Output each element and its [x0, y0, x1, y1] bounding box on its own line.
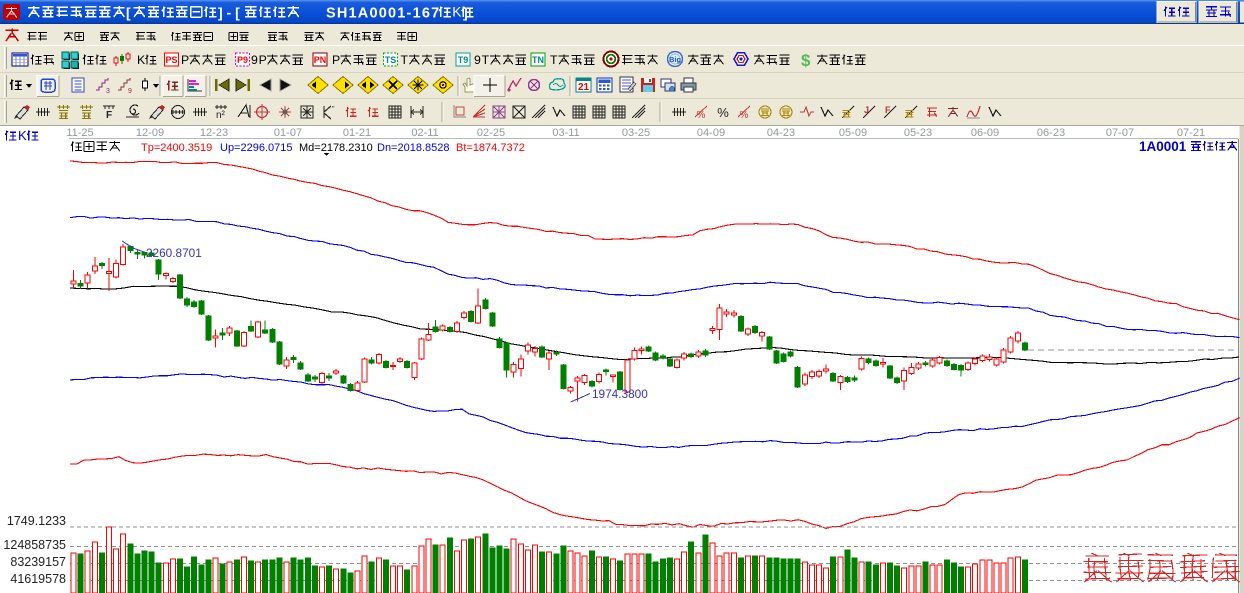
svg-text:03-11: 03-11	[552, 127, 579, 139]
svg-text:P9: P9	[237, 55, 248, 65]
svg-text:T: T	[401, 53, 409, 67]
svg-text:3: 3	[106, 88, 110, 95]
svg-text:$: $	[801, 51, 811, 70]
svg-text:%: %	[740, 110, 749, 121]
svg-text:T: T	[550, 53, 558, 67]
svg-text:P: P	[332, 53, 340, 67]
svg-text:Md=2178.2310: Md=2178.2310	[299, 142, 373, 154]
svg-text:F: F	[885, 105, 891, 115]
svg-text:K: K	[452, 5, 461, 20]
svg-text:PN: PN	[314, 55, 327, 65]
svg-text:41619578: 41619578	[10, 572, 66, 586]
svg-text:P: P	[181, 53, 189, 67]
svg-text:05-09: 05-09	[839, 127, 867, 139]
svg-text:04-09: 04-09	[697, 127, 725, 139]
svg-text:21: 21	[578, 82, 590, 93]
svg-text:02-11: 02-11	[411, 127, 438, 139]
svg-text:T9: T9	[458, 55, 469, 65]
svg-text:TS: TS	[385, 55, 397, 65]
svg-text:07-21: 07-21	[1177, 127, 1205, 139]
svg-text:01-07: 01-07	[274, 127, 302, 139]
svg-text:1749.1233: 1749.1233	[7, 514, 66, 528]
svg-text:Bt=1874.7372: Bt=1874.7372	[456, 142, 525, 154]
svg-text:Up=2296.0715: Up=2296.0715	[220, 142, 292, 154]
svg-text:12-23: 12-23	[200, 127, 228, 139]
svg-text:K: K	[137, 53, 146, 67]
svg-text:Tp=2400.3519: Tp=2400.3519	[141, 142, 212, 154]
svg-text:TN: TN	[532, 55, 544, 65]
svg-text:Dn=2018.8528: Dn=2018.8528	[377, 142, 449, 154]
svg-text:06-23: 06-23	[1037, 127, 1065, 139]
svg-text:] - [: ] - [	[218, 5, 240, 21]
svg-text:06-09: 06-09	[971, 127, 999, 139]
svg-text:2260.8701: 2260.8701	[146, 246, 202, 260]
svg-text:11-25: 11-25	[66, 127, 93, 139]
svg-text:07-07: 07-07	[1106, 127, 1134, 139]
svg-text:]: ]	[463, 5, 468, 21]
svg-text:J: J	[864, 105, 869, 115]
svg-text:Big: Big	[669, 55, 682, 64]
svg-text:T: T	[482, 53, 490, 67]
svg-text:83239157: 83239157	[10, 555, 66, 569]
svg-text:SH1A0001-167: SH1A0001-167	[326, 6, 440, 22]
svg-text:02-25: 02-25	[477, 127, 505, 139]
svg-text:P: P	[259, 53, 267, 67]
svg-text:PS: PS	[165, 55, 177, 65]
svg-text:03-25: 03-25	[622, 127, 650, 139]
svg-text:04-23: 04-23	[767, 127, 795, 139]
svg-text:01-21: 01-21	[343, 127, 371, 139]
svg-text:[: [	[126, 5, 131, 21]
svg-text:F: F	[106, 110, 112, 121]
svg-text:1A0001: 1A0001	[1139, 139, 1187, 154]
svg-text:9: 9	[474, 53, 481, 67]
svg-text:9: 9	[251, 53, 258, 67]
svg-text:n²: n²	[216, 110, 226, 121]
svg-text:K: K	[18, 128, 27, 143]
svg-text:": "	[332, 106, 335, 113]
svg-text:%: %	[717, 105, 729, 120]
svg-text:%: %	[697, 110, 706, 121]
svg-text:12-09: 12-09	[136, 127, 164, 139]
svg-text:05-23: 05-23	[904, 127, 932, 139]
svg-text:124858735: 124858735	[3, 538, 66, 552]
svg-text:1974.3800: 1974.3800	[592, 387, 648, 401]
svg-text:9: 9	[128, 88, 132, 95]
